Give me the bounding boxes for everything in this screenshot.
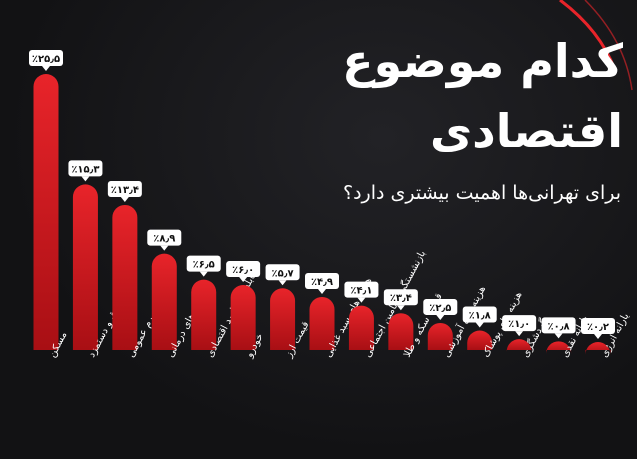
data-label: ٪۲۵٫۵	[32, 54, 60, 65]
bar	[270, 288, 296, 350]
bar	[467, 330, 493, 350]
data-label: ٪۰٫۸	[548, 321, 570, 332]
value-label-bubble	[344, 281, 379, 298]
value-label-pointer	[515, 331, 524, 337]
value-label-pointer	[396, 305, 405, 311]
value-label-bubble	[383, 289, 418, 306]
data-label: ٪۱٫۸	[469, 311, 491, 322]
value-label-bubble	[147, 229, 182, 246]
value-label-bubble	[186, 255, 221, 272]
value-label-pointer	[120, 196, 129, 202]
value-label-bubble	[226, 261, 261, 278]
bar	[348, 305, 374, 350]
bar	[112, 204, 138, 350]
value-label-pointer	[239, 277, 248, 283]
value-label-bubble	[581, 318, 615, 334]
bar	[309, 296, 335, 350]
value-label-bubble	[502, 315, 537, 332]
data-label: ٪۴٫۹	[311, 277, 333, 288]
data-label: ٪۱٫۰	[508, 319, 530, 330]
value-label-bubble	[265, 264, 300, 281]
data-label: ٪۱۳٫۴	[111, 185, 139, 196]
value-label-pointer	[160, 245, 169, 251]
bar	[33, 74, 59, 350]
red-arc-decoration	[559, 0, 617, 71]
value-label-pointer	[81, 176, 90, 182]
value-label-bubble	[68, 160, 103, 177]
value-label-pointer	[436, 314, 445, 320]
value-label-bubble	[107, 180, 142, 197]
chart-subtitle: برای تهرانی‌ها اهمیت بیشتری دارد؟	[342, 182, 621, 204]
data-label: ٪۲٫۵	[429, 303, 451, 314]
data-label: ٪۳٫۴	[390, 293, 412, 304]
bar	[546, 341, 572, 354]
bar	[72, 184, 98, 350]
value-label-pointer	[318, 288, 326, 294]
bar	[427, 322, 453, 350]
bar	[388, 313, 414, 350]
value-label-pointer	[554, 333, 563, 339]
data-label: ٪۶٫۰	[232, 265, 254, 276]
value-label-bubble	[462, 306, 497, 323]
chart-title-line-2: اقتصادی	[429, 104, 623, 158]
data-label: ٪۸٫۹	[153, 234, 175, 245]
value-label-bubble	[423, 298, 458, 315]
data-label: ٪۰٫۲	[587, 322, 609, 333]
bar	[585, 341, 611, 355]
bar	[151, 253, 177, 350]
data-label: ٪۴٫۱	[350, 286, 372, 297]
bar	[191, 279, 217, 350]
data-label: ٪۱۵٫۳	[71, 164, 99, 175]
data-label: ٪۵٫۷	[272, 268, 294, 279]
value-label-bubble	[305, 272, 339, 289]
red-arc-decoration-thin	[584, 0, 633, 91]
value-label-pointer	[357, 297, 366, 303]
bar	[506, 339, 532, 352]
value-label-pointer	[199, 271, 208, 277]
value-label-pointer	[475, 322, 484, 328]
value-label-pointer	[42, 66, 50, 71]
chart-title-line-1: کدام موضوع	[342, 34, 623, 88]
value-label-pointer	[594, 334, 602, 339]
data-label: ٪۶٫۵	[193, 260, 215, 271]
value-label-bubble	[541, 317, 576, 334]
value-label-bubble	[29, 50, 63, 66]
value-label-pointer	[278, 280, 287, 286]
bar	[230, 285, 256, 350]
